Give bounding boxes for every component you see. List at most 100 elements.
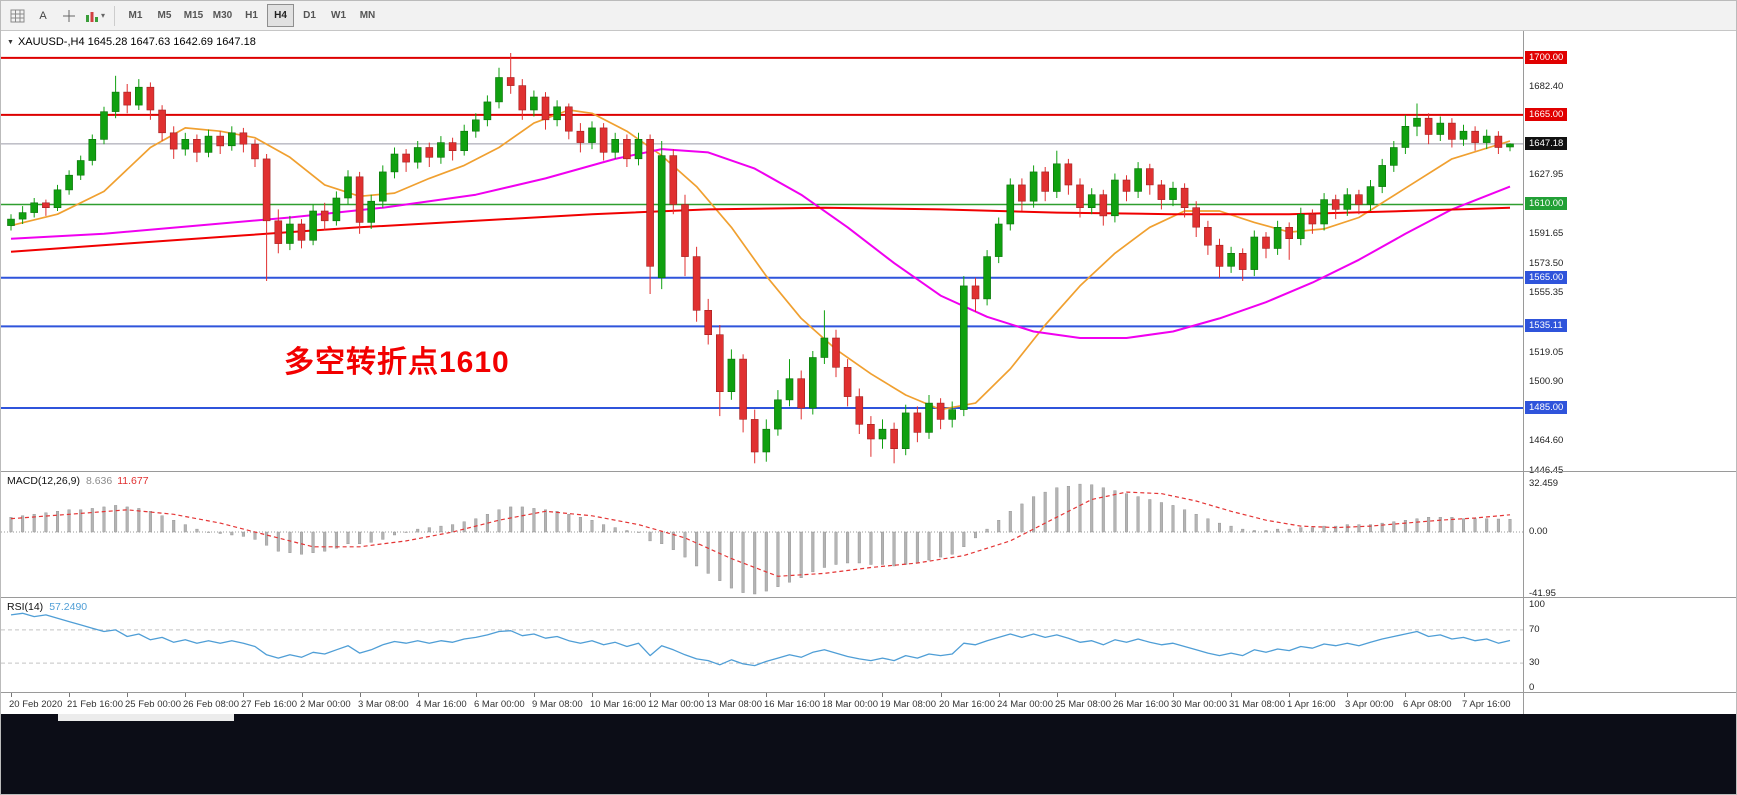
- time-axis-label: 25 Mar 08:00: [1055, 699, 1111, 710]
- time-axis-label: 1 Apr 16:00: [1287, 699, 1336, 710]
- time-axis-tick: [243, 693, 244, 697]
- taskbar[interactable]: [1, 714, 1736, 794]
- time-axis-label: 18 Mar 00:00: [822, 699, 878, 710]
- timeframe-h1-button[interactable]: H1: [245, 10, 258, 21]
- price-level-badge: 1665.00: [1525, 108, 1568, 121]
- panel-separator-rsi[interactable]: [1, 597, 1736, 598]
- toolbar: A ▾ M1 M5 M15 M30 H1 H4 D1 W1 MN: [1, 1, 1736, 31]
- timeframe-m5-button[interactable]: M5: [157, 10, 172, 21]
- time-axis-tick: [11, 693, 12, 697]
- indicators-icon[interactable]: ▾: [83, 4, 107, 27]
- macd-scale-label: -41.95: [1529, 588, 1556, 599]
- time-axis-label: 30 Mar 00:00: [1171, 699, 1227, 710]
- rsi-scale-label: 100: [1529, 599, 1545, 610]
- time-axis-label: 20 Mar 16:00: [939, 699, 995, 710]
- price-tick-label: 1573.50: [1529, 258, 1564, 269]
- time-axis-label: 31 Mar 08:00: [1229, 699, 1285, 710]
- rsi-scale-label: 0: [1529, 682, 1535, 693]
- moving-averages-layer: [10, 109, 1511, 411]
- time-axis-tick: [824, 693, 825, 697]
- time-axis-label: 4 Mar 16:00: [416, 699, 467, 710]
- chart-annotation-text: 多空转折点1610: [284, 346, 510, 379]
- crosshair-icon-glyph: [63, 9, 75, 22]
- time-axis-tick: [127, 693, 128, 697]
- price-level-badge: 1565.00: [1525, 271, 1568, 284]
- time-axis-tick: [185, 693, 186, 697]
- time-axis-tick: [650, 693, 651, 697]
- timeframe-h4-button[interactable]: H4: [267, 4, 294, 27]
- taskbar-item[interactable]: [58, 714, 234, 721]
- main-chart-canvas[interactable]: [1, 34, 1523, 471]
- macd-signal-value: 11.677: [117, 475, 149, 487]
- rsi-canvas[interactable]: [1, 597, 1523, 692]
- grid-icon-glyph: [10, 9, 24, 22]
- time-axis-tick: [708, 693, 709, 697]
- time-axis-tick: [418, 693, 419, 697]
- time-axis-label: 21 Feb 16:00: [67, 699, 123, 710]
- macd-canvas[interactable]: [1, 471, 1523, 597]
- toolbar-separator: [114, 5, 115, 26]
- price-level-badge: 1647.18: [1525, 137, 1568, 150]
- macd-scale-label: 0.00: [1529, 526, 1548, 537]
- time-axis-tick: [1347, 693, 1348, 697]
- timeframe-m1-button[interactable]: M1: [128, 10, 143, 21]
- rsi-name: RSI(14): [7, 601, 44, 613]
- rsi-indicator-label: RSI(14) 57.2490: [7, 601, 87, 613]
- price-tick-label: 1627.95: [1529, 169, 1564, 180]
- timeframe-w1-button[interactable]: W1: [331, 10, 346, 21]
- panel-separator-macd[interactable]: [1, 471, 1736, 472]
- time-axis-label: 3 Mar 08:00: [358, 699, 409, 710]
- crosshair-icon[interactable]: [57, 4, 81, 27]
- ma-slower-red: [10, 206, 1511, 253]
- time-axis[interactable]: 20 Feb 2020 21 Feb 16:00 25 Feb 00:00 26 Fe…: [1, 692, 1523, 714]
- chart-title-text: XAUUSD-,H4 1645.28 1647.63 1642.69 1647.…: [17, 36, 256, 48]
- symbol-dropdown-icon[interactable]: ▼: [7, 38, 14, 46]
- timeframe-m15-button[interactable]: M15: [183, 10, 204, 21]
- chart-window[interactable]: ▼ XAUUSD-,H4 1645.28 1647.63 1642.69 164…: [1, 31, 1736, 714]
- rsi-line: [10, 612, 1511, 667]
- price-tick-label: 1446.45: [1529, 465, 1564, 476]
- time-axis-tick: [1464, 693, 1465, 697]
- ma-fast-orange: [10, 109, 1511, 411]
- time-axis-label: 2 Mar 00:00: [300, 699, 351, 710]
- price-tick-label: 1682.40: [1529, 81, 1564, 92]
- macd-histogram: [9, 483, 1512, 595]
- price-tick-label: 1500.90: [1529, 376, 1564, 387]
- price-level-badge: 1610.00: [1525, 197, 1568, 210]
- time-axis-label: 16 Mar 16:00: [764, 699, 820, 710]
- time-axis-label: 3 Apr 00:00: [1345, 699, 1394, 710]
- timeframe-mn-button[interactable]: MN: [359, 10, 376, 21]
- time-axis-tick: [999, 693, 1000, 697]
- panel-separator-axis: [1, 692, 1736, 693]
- price-level-badge: 1700.00: [1525, 51, 1568, 64]
- time-axis-tick: [302, 693, 303, 697]
- macd-indicator-label: MACD(12,26,9) 8.636 11.677: [7, 475, 149, 487]
- macd-scale-label: 32.459: [1529, 478, 1559, 489]
- time-axis-tick: [476, 693, 477, 697]
- time-axis-tick: [69, 693, 70, 697]
- time-axis-label: 6 Apr 08:00: [1403, 699, 1452, 710]
- chart-title: ▼ XAUUSD-,H4 1645.28 1647.63 1642.69 164…: [7, 36, 256, 48]
- time-axis-tick: [592, 693, 593, 697]
- macd-name: MACD(12,26,9): [7, 475, 80, 487]
- grid-icon[interactable]: [5, 4, 29, 27]
- timeframe-d1-button[interactable]: D1: [303, 10, 316, 21]
- time-axis-label: 7 Apr 16:00: [1462, 699, 1511, 710]
- time-axis-label: 13 Mar 08:00: [706, 699, 762, 710]
- timeframe-m30-button[interactable]: M30: [212, 10, 233, 21]
- text-tool-button[interactable]: A: [39, 9, 47, 22]
- rsi-scale-label: 30: [1529, 657, 1540, 668]
- indicators-dropdown-caret: ▾: [100, 11, 105, 20]
- rsi-value: 57.2490: [49, 601, 88, 613]
- time-axis-tick: [766, 693, 767, 697]
- time-axis-label: 26 Mar 16:00: [1113, 699, 1169, 710]
- price-scale[interactable]: 1682.40 1627.95 1591.65 1573.50 1555.35 1519.…: [1523, 31, 1736, 714]
- time-axis-tick: [1405, 693, 1406, 697]
- level-lines-layer: [1, 56, 1523, 409]
- price-level-badge: 1485.00: [1525, 401, 1568, 414]
- time-axis-tick: [360, 693, 361, 697]
- time-axis-tick: [1115, 693, 1116, 697]
- price-tick-label: 1519.05: [1529, 347, 1564, 358]
- macd-main-value: 8.636: [85, 475, 113, 487]
- time-axis-label: 6 Mar 00:00: [474, 699, 525, 710]
